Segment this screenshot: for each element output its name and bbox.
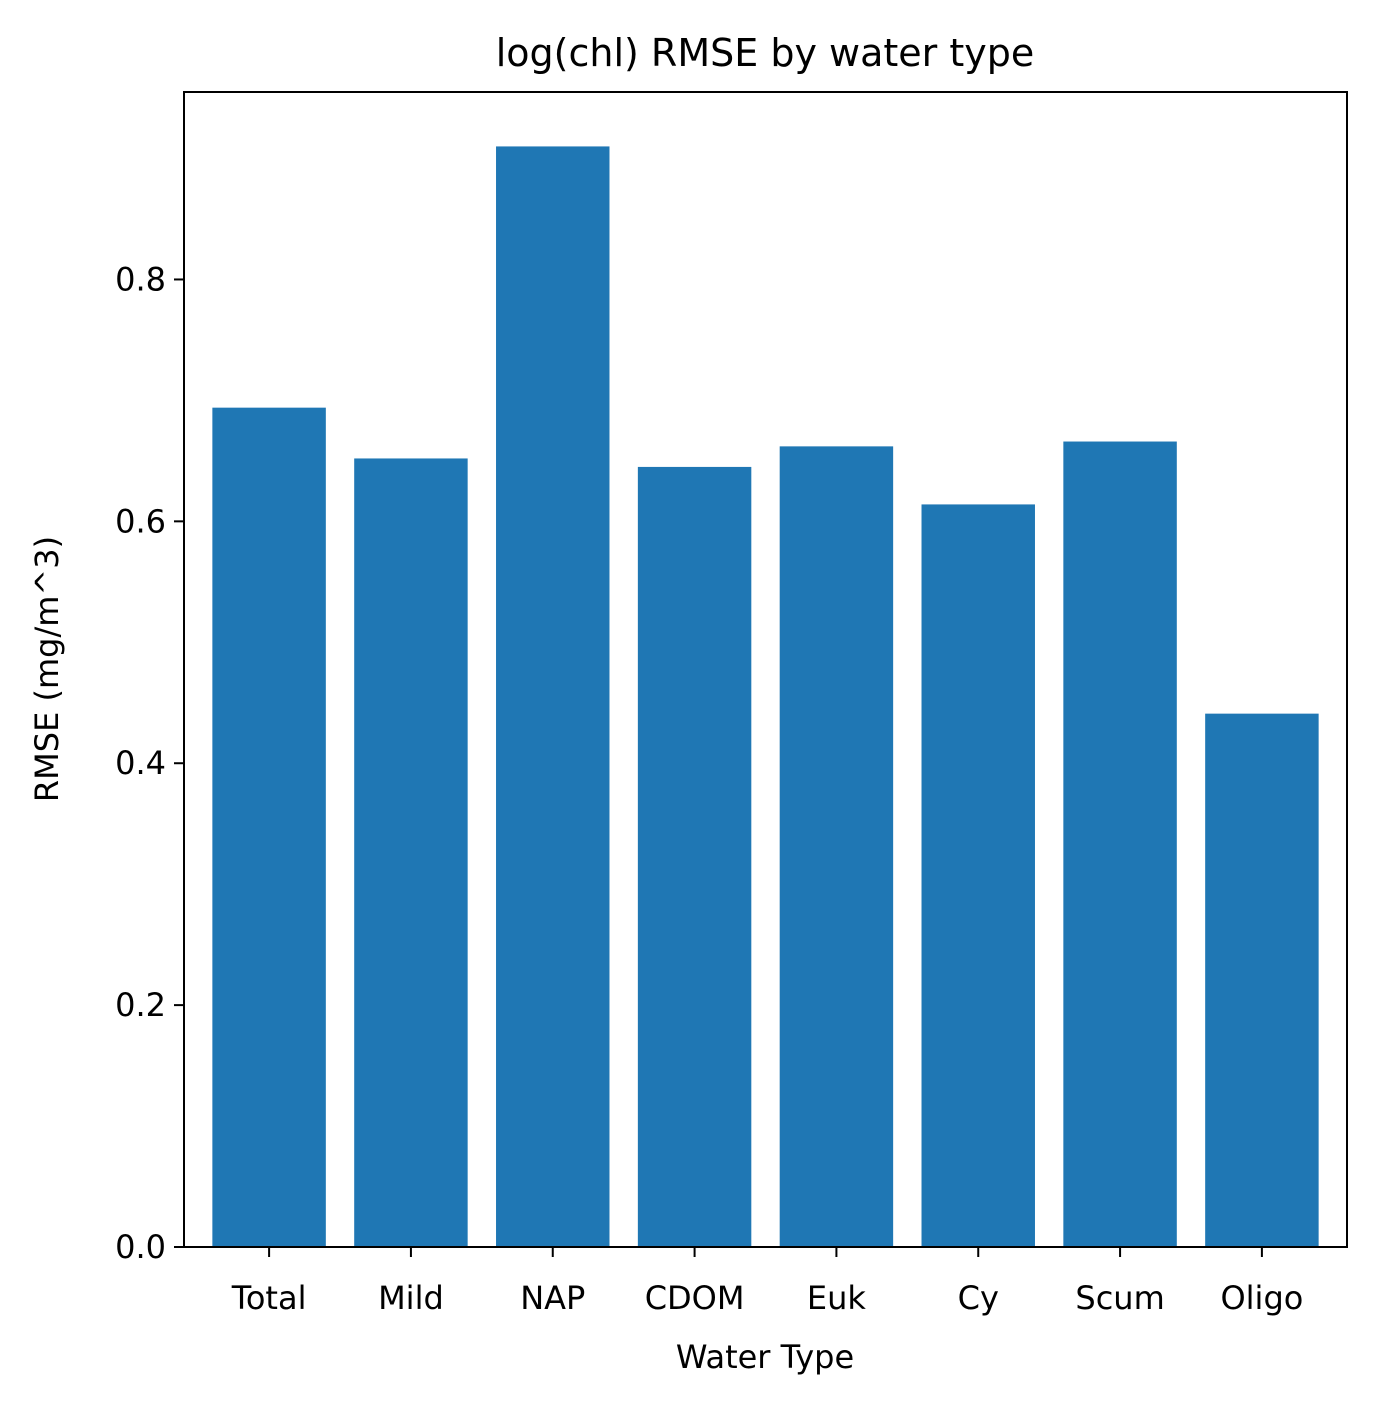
y-tick-label: 0.6 bbox=[115, 502, 166, 540]
y-tick-label: 0.0 bbox=[115, 1228, 166, 1266]
y-ticks-group: 0.0 0.2 0.4 0.6 0.8 bbox=[115, 260, 184, 1266]
bar-total bbox=[212, 407, 326, 1248]
bar-scum bbox=[1063, 441, 1177, 1247]
chart-title: log(chl) RMSE by water type bbox=[496, 31, 1035, 75]
y-tick-label: 0.8 bbox=[115, 260, 166, 298]
plot-frame bbox=[183, 91, 1348, 1248]
bar-nap bbox=[496, 146, 610, 1248]
x-tick-label: Euk bbox=[807, 1279, 867, 1317]
bar-oligo bbox=[1205, 713, 1319, 1247]
y-tick-label: 0.2 bbox=[115, 986, 166, 1024]
y-axis-label: RMSE (mg/m^3) bbox=[28, 536, 66, 802]
bar-cy bbox=[921, 504, 1035, 1248]
x-axis-label: Water Type bbox=[676, 1338, 854, 1376]
x-tick-label: Oligo bbox=[1220, 1279, 1303, 1317]
x-tick-label: Total bbox=[231, 1279, 307, 1317]
x-tick-label: Mild bbox=[378, 1279, 444, 1317]
y-tick-label: 0.4 bbox=[115, 744, 166, 782]
x-tick-label: Cy bbox=[958, 1279, 999, 1317]
x-tick-label: CDOM bbox=[645, 1279, 745, 1317]
x-ticks-group: Total Mild NAP CDOM Euk Cy Scum Oligo bbox=[231, 1247, 1303, 1317]
bar-mild bbox=[354, 458, 468, 1247]
bar-euk bbox=[779, 446, 894, 1247]
bars-group bbox=[212, 146, 1319, 1248]
x-tick-label: NAP bbox=[520, 1279, 585, 1317]
x-tick-label: Scum bbox=[1075, 1279, 1164, 1317]
bar-cdom bbox=[637, 466, 752, 1247]
